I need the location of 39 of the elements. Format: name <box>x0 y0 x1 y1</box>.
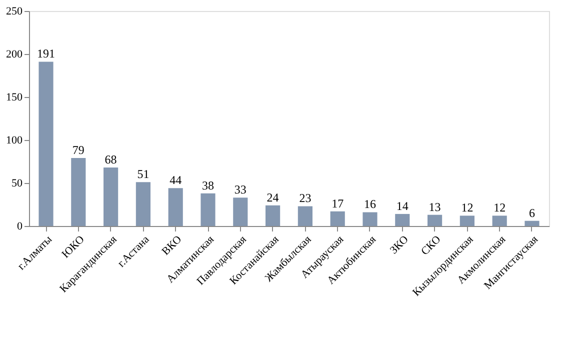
data-label: 16 <box>364 197 376 212</box>
bar <box>362 212 378 226</box>
bar <box>266 205 280 226</box>
data-label: 44 <box>170 173 182 188</box>
bar <box>428 214 442 226</box>
data-label: 33 <box>234 182 246 197</box>
x-tick-label: ЗКО <box>388 233 411 257</box>
data-label: 12 <box>494 200 506 215</box>
y-tick-label: 50 <box>12 178 23 190</box>
bar <box>298 206 312 226</box>
bar <box>233 198 248 226</box>
data-label: 38 <box>202 178 214 192</box>
data-label: 24 <box>266 190 279 204</box>
bar <box>492 216 507 226</box>
data-label: 23 <box>299 191 312 206</box>
data-label: 17 <box>332 196 344 210</box>
data-label: 6 <box>528 206 535 220</box>
bar <box>524 220 540 226</box>
bar <box>104 168 118 226</box>
y-tick-label: 0 <box>17 220 23 232</box>
bar <box>460 216 474 226</box>
bar <box>71 158 86 226</box>
bar <box>395 214 410 226</box>
y-tick-label: 150 <box>6 92 23 104</box>
y-tick-label: 100 <box>6 134 23 146</box>
data-label: 12 <box>461 200 474 215</box>
y-tick-label: 250 <box>6 6 23 18</box>
data-label: 79 <box>72 143 84 158</box>
bar <box>38 62 54 226</box>
bar <box>200 193 216 226</box>
data-label: 191 <box>37 46 56 61</box>
bar <box>136 182 150 226</box>
bar <box>330 211 345 226</box>
y-tick-label: 200 <box>6 48 23 60</box>
data-label: 14 <box>396 198 408 213</box>
data-label: 51 <box>137 167 150 182</box>
data-label: 13 <box>428 200 441 214</box>
bar <box>168 188 183 226</box>
data-label: 68 <box>104 152 117 167</box>
